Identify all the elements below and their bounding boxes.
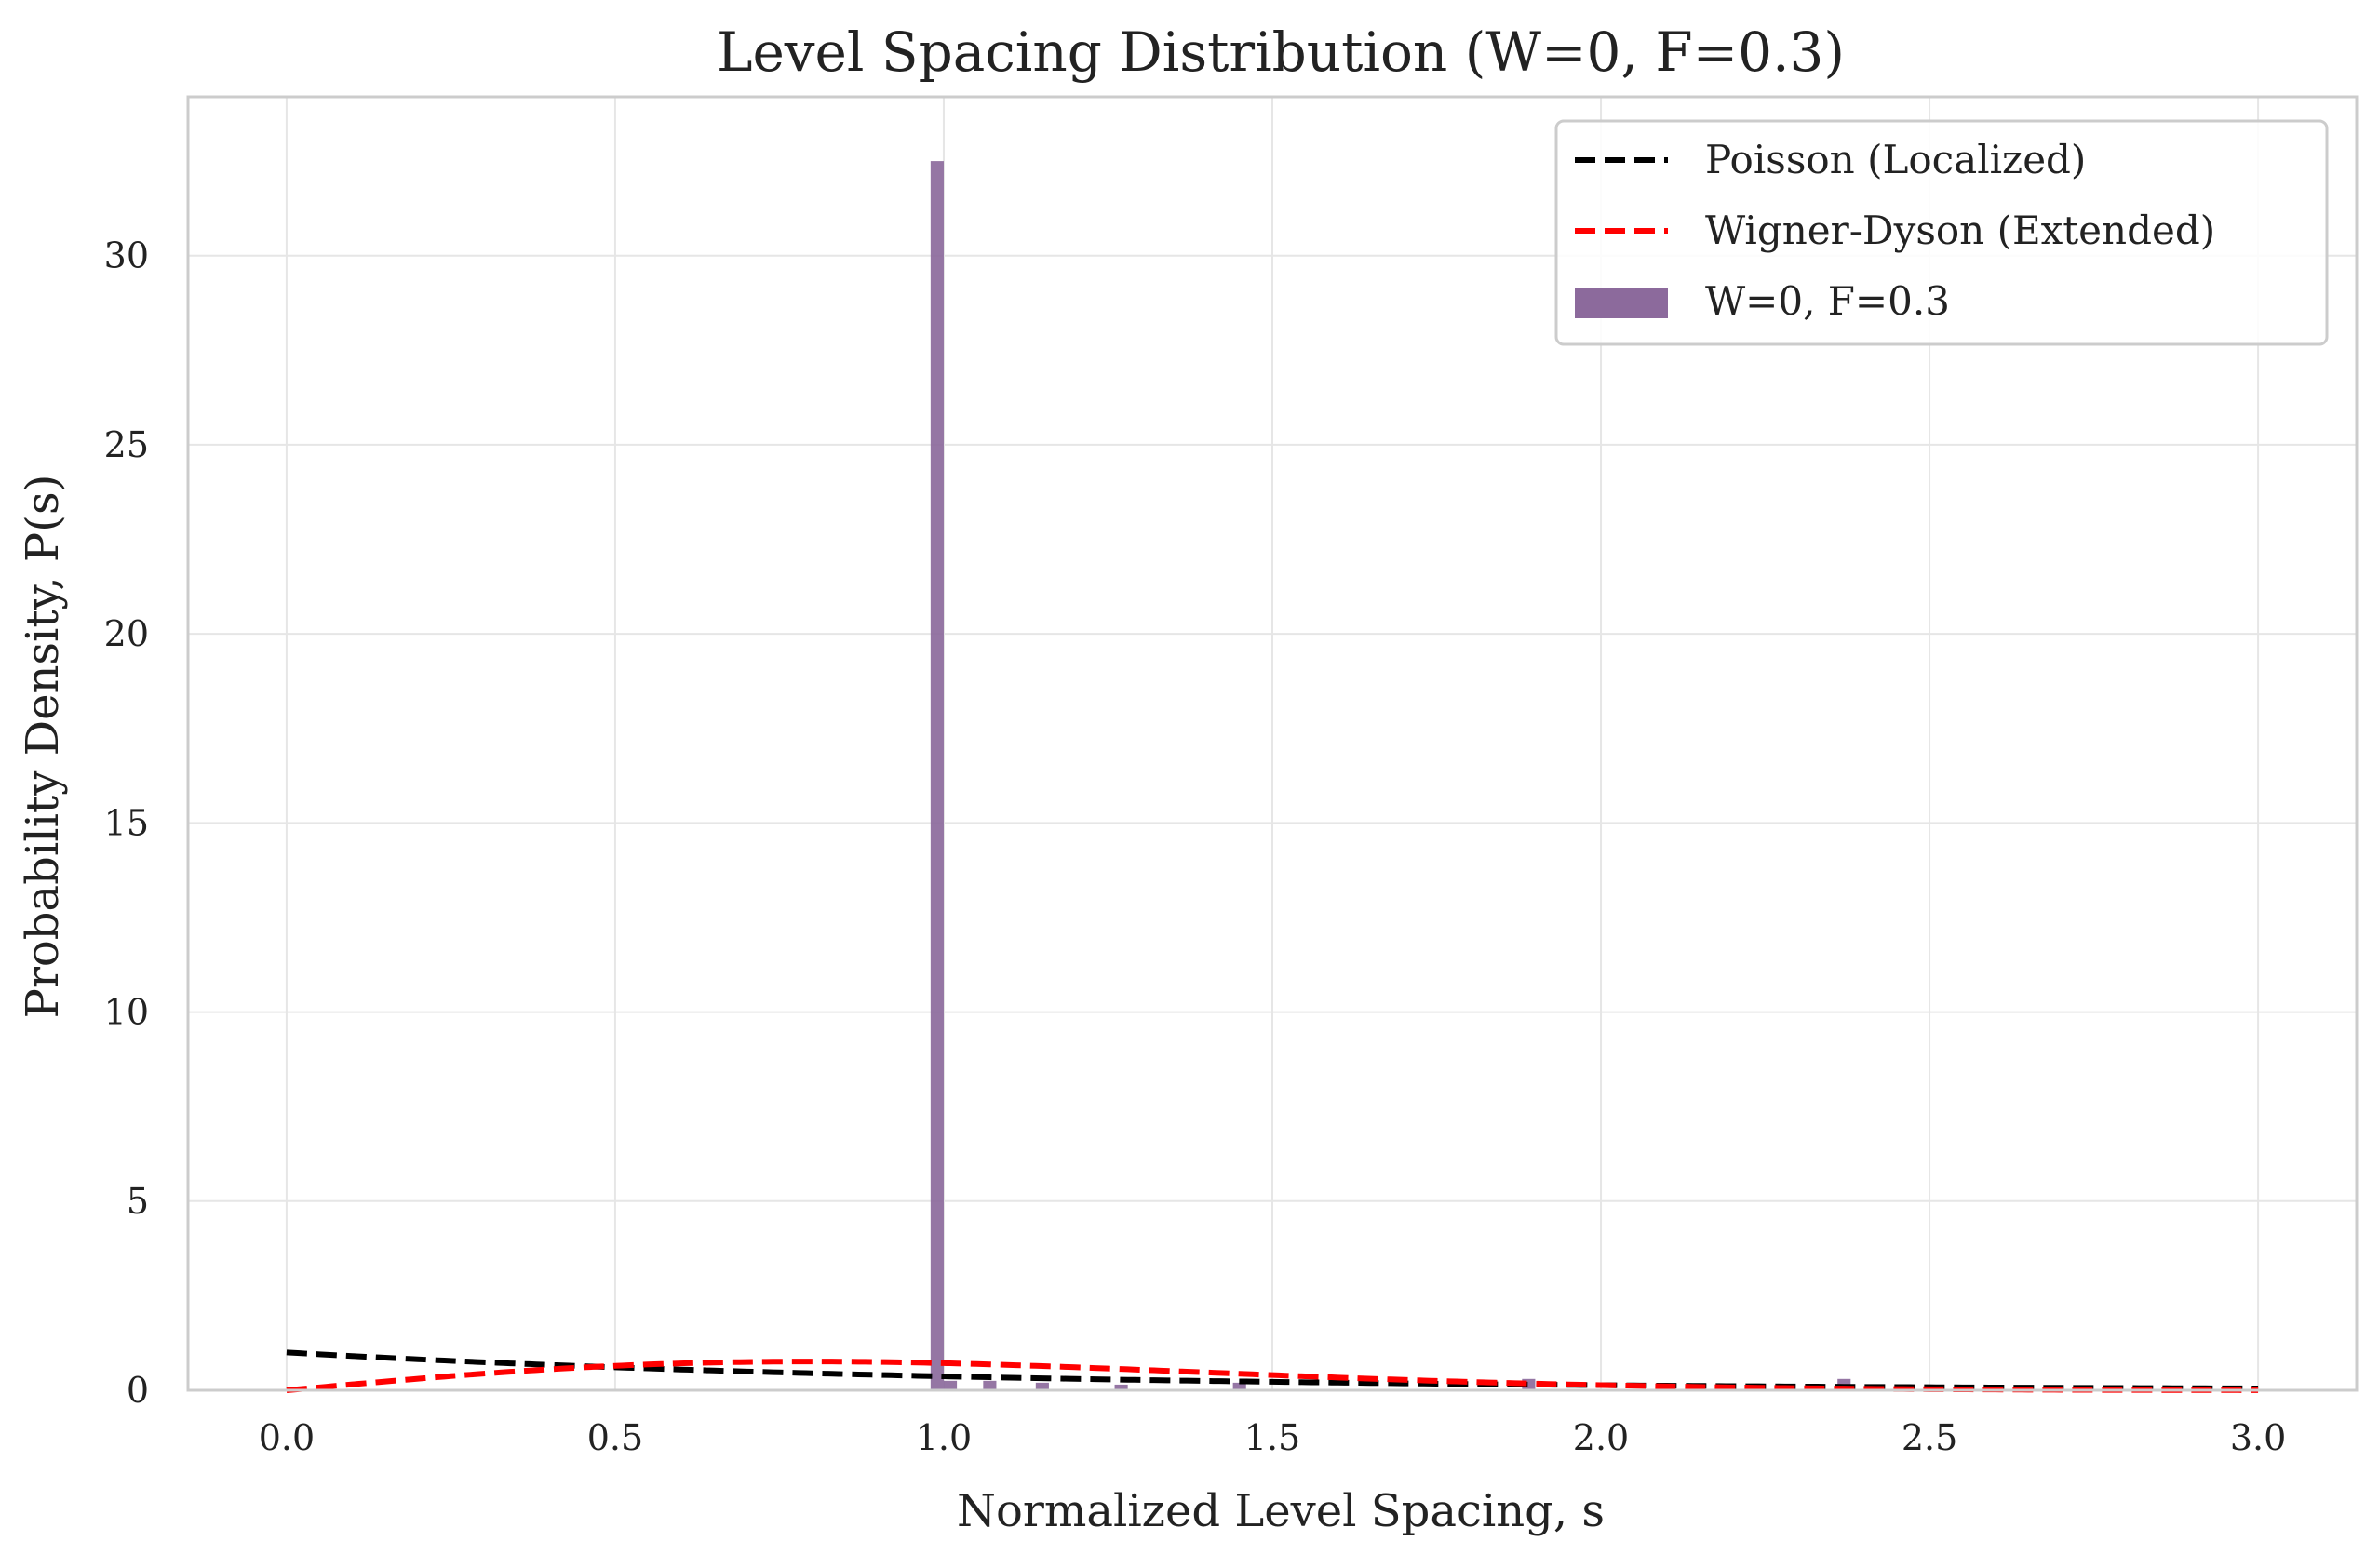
x-axis-label: Normalized Level Spacing, s [957, 1485, 1605, 1537]
x-tick-label: 2.5 [1902, 1417, 1957, 1458]
legend-wigner-label: Wigner-Dyson (Extended) [1705, 208, 2215, 253]
x-tick-label: 1.5 [1244, 1417, 1300, 1458]
legend: Poisson (Localized) Wigner-Dyson (Extend… [1554, 119, 2329, 346]
histogram-bar [983, 1380, 997, 1390]
histogram-bar [1035, 1382, 1049, 1390]
y-axis-label: Probability Density, P(s) [17, 475, 69, 1019]
histogram-bar [1114, 1384, 1128, 1390]
legend-histogram-label: W=0, F=0.3 [1705, 278, 1950, 324]
plot-frame [186, 95, 2359, 1392]
y-tick-label: 0 [127, 1370, 149, 1411]
y-tick-label: 5 [127, 1181, 149, 1222]
legend-poisson-label: Poisson (Localized) [1705, 137, 2086, 182]
histogram-bar [943, 1380, 958, 1390]
legend-histogram-swatch [1575, 288, 1668, 318]
y-tick-label: 15 [104, 802, 149, 843]
x-tick-label: 0.0 [259, 1417, 315, 1458]
x-tick-label: 3.0 [2230, 1417, 2286, 1458]
y-tick-label: 30 [104, 235, 149, 276]
legend-box [1554, 119, 2329, 346]
y-tick-label: 20 [104, 613, 149, 654]
y-tick-label: 25 [104, 424, 149, 465]
histogram-bar [930, 161, 944, 1391]
x-tick-label: 0.5 [587, 1417, 643, 1458]
y-tick-label: 10 [104, 992, 149, 1033]
chart-title: Level Spacing Distribution (W=0, F=0.3) [717, 20, 1845, 84]
x-tick-label: 2.0 [1573, 1417, 1629, 1458]
histogram-bar [1232, 1382, 1246, 1390]
x-tick-label: 1.0 [916, 1417, 972, 1458]
tick-labels: 0.0 0.5 1.0 1.5 2.0 2.5 3.0 0 5 10 15 20 25 30 [104, 235, 2287, 1458]
